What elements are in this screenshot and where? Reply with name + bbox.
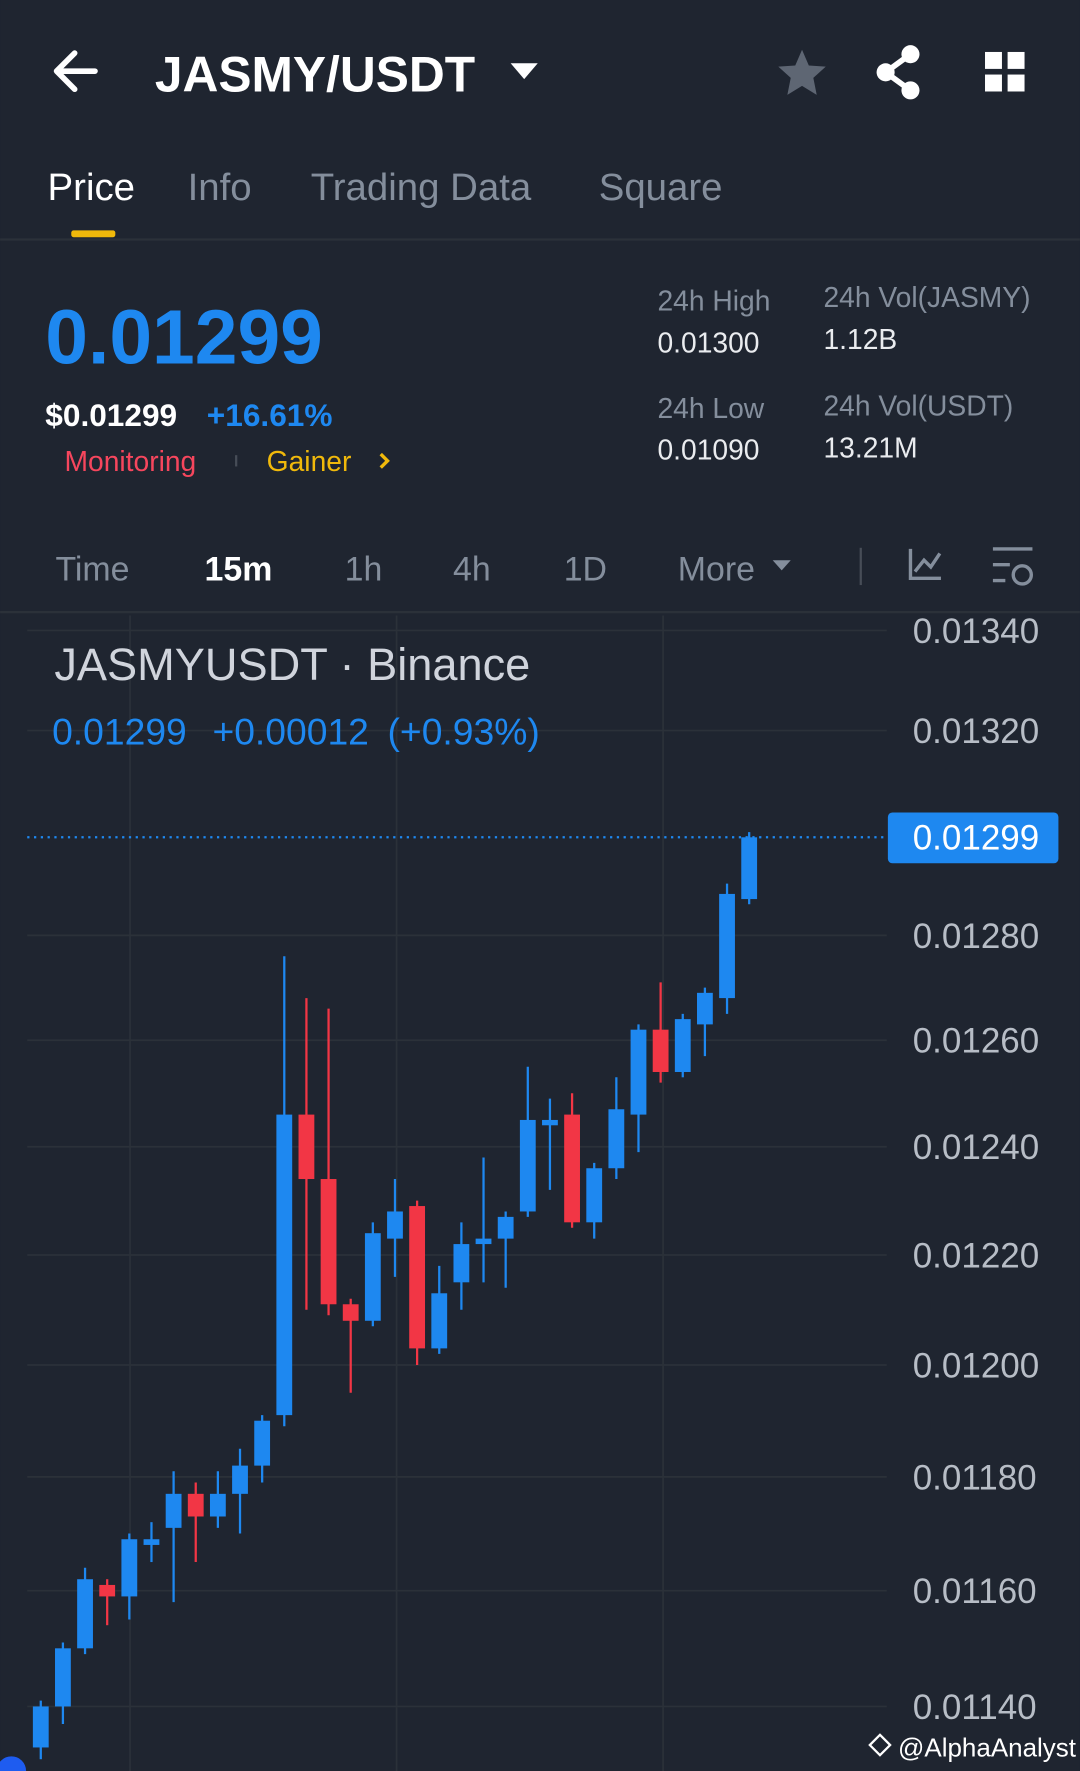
tab[interactable]: Square (599, 166, 723, 209)
legend-change-percent: (+0.93%) (388, 710, 540, 752)
candle-body (364, 1233, 381, 1321)
candle-body (121, 1539, 138, 1597)
candle-body (719, 893, 735, 999)
share-line (880, 51, 913, 93)
last-price: 0.01299 (45, 295, 323, 381)
tab[interactable]: Trading Data (311, 166, 532, 209)
candle-body (497, 1216, 514, 1239)
candle-body (652, 1029, 669, 1072)
candle-body (298, 1114, 315, 1180)
candle-body (475, 1238, 492, 1245)
interval[interactable]: 1D (564, 551, 607, 589)
candle-body (77, 1579, 93, 1649)
candle-body (165, 1493, 182, 1528)
last-price-label: 0.01299 (913, 819, 1040, 858)
candle-body (209, 1493, 226, 1517)
candle-body (55, 1648, 71, 1707)
chart-title: JASMYUSDT · Binance (54, 639, 530, 690)
settings-gear (1011, 564, 1034, 586)
back-button[interactable] (53, 50, 98, 93)
candle-chart (27, 629, 1059, 1760)
y-tick-label: 0.01260 (913, 1022, 1040, 1061)
y-tick-label: 0.01280 (913, 917, 1040, 956)
legend-change: +0.00012 (212, 710, 368, 752)
tag-chevron (379, 452, 390, 469)
candle-body (32, 1706, 49, 1748)
interval[interactable]: Time (55, 551, 129, 589)
grid-cell (985, 51, 1002, 69)
more-caret[interactable] (772, 560, 791, 571)
tag: Monitoring (64, 445, 196, 477)
pair-caret[interactable] (510, 63, 538, 80)
candle-body (232, 1465, 248, 1494)
tab[interactable]: Info (188, 166, 252, 209)
candle-body (187, 1493, 204, 1517)
y-tick-label: 0.01160 (913, 1572, 1037, 1611)
y-tick-label: 0.01180 (913, 1458, 1037, 1497)
candle-body (99, 1584, 116, 1597)
stat-value: 0.01090 (657, 434, 759, 466)
interval[interactable]: 15m (205, 551, 273, 589)
grid-icon[interactable] (985, 51, 1025, 92)
candle-body (586, 1168, 603, 1223)
stat-label: 24h Low (657, 392, 764, 424)
y-tick-label: 0.01240 (913, 1128, 1040, 1167)
settings-icon[interactable] (992, 547, 1034, 586)
grid-cell (985, 74, 1002, 92)
pair-title: JASMY/USDT (155, 46, 475, 102)
stat-value: 1.12B (823, 323, 897, 355)
candle-body (674, 1019, 691, 1072)
candle-body (409, 1206, 426, 1349)
candle-body (320, 1179, 337, 1305)
candle-body (431, 1293, 448, 1349)
stat-value: 0.01300 (657, 326, 759, 358)
back-arrow (53, 50, 98, 93)
last-price-badge (887, 812, 1059, 864)
candle-body (696, 992, 713, 1025)
stat-label: 24h Vol(JASMY) (823, 281, 1030, 313)
candle-body (608, 1109, 625, 1169)
interval[interactable]: 4h (453, 551, 491, 589)
change-percent: +16.61% (207, 397, 333, 433)
tab-indicator (71, 230, 116, 238)
watermark: @AlphaAnalyst (898, 1732, 1077, 1762)
watermark-logo (868, 1733, 892, 1757)
texts: JASMY/USDT Price Info Trading Data Square 0.0… (45, 46, 1076, 1762)
legend-price: 0.01299 (52, 710, 187, 752)
stat-label: 24h Vol(USDT) (823, 390, 1013, 422)
grid-cell (1007, 51, 1025, 69)
tab[interactable]: Price (48, 166, 135, 209)
y-tick-label: 0.01140 (913, 1688, 1037, 1727)
candle-body (741, 837, 758, 900)
corner-dot (0, 1756, 27, 1771)
candle-body (519, 1119, 536, 1212)
candle-body (276, 1114, 293, 1416)
stat-value: 13.21M (823, 431, 917, 463)
candle-body (254, 1420, 271, 1466)
y-tick-label: 0.01200 (913, 1346, 1040, 1385)
favorite-star[interactable] (778, 49, 826, 95)
stat-label: 24h High (657, 285, 770, 317)
candle-body (630, 1029, 647, 1115)
y-tick-label: 0.01220 (913, 1236, 1040, 1275)
interval[interactable]: More (678, 551, 755, 589)
candle-body (542, 1119, 558, 1126)
candle-body (564, 1114, 580, 1223)
candle-body (143, 1539, 160, 1545)
tag: Gainer (267, 445, 352, 477)
indicator-icon[interactable] (908, 548, 942, 580)
interval[interactable]: 1h (345, 551, 383, 589)
share-icon[interactable] (876, 45, 920, 100)
candle-body (453, 1244, 470, 1283)
candle-body (342, 1304, 359, 1321)
candle-body (387, 1211, 403, 1239)
usd-price: $0.01299 (45, 397, 177, 433)
grid-cell (1007, 74, 1025, 92)
y-tick-label: 0.01320 (913, 712, 1040, 751)
y-tick-label: 0.01340 (913, 612, 1040, 651)
settings-lines (992, 547, 1033, 583)
